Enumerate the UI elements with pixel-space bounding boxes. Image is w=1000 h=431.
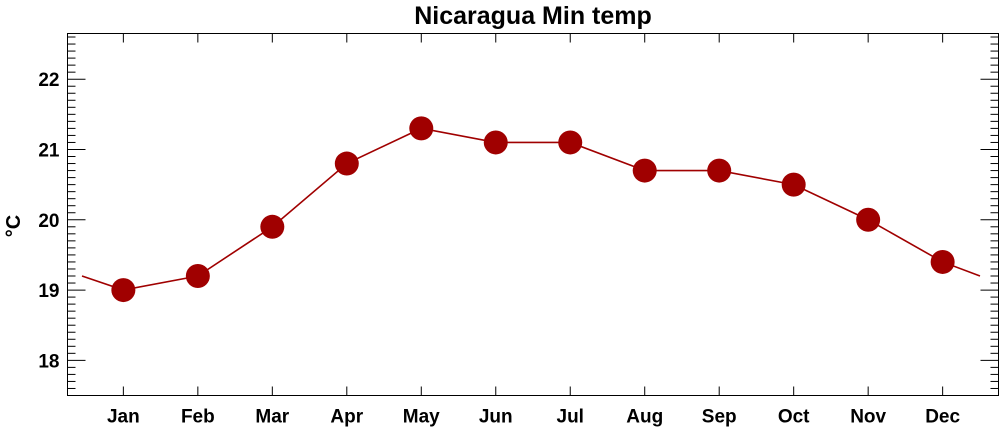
x-tick-label-jan: Jan (107, 407, 140, 428)
data-point-oct (781, 172, 806, 197)
data-point-aug (632, 158, 657, 183)
x-tick-label-sep: Sep (702, 407, 737, 428)
y-tick-label-20: 20 (38, 211, 59, 232)
x-tick-label-jun: Jun (479, 407, 513, 428)
series-min-temp (81, 116, 981, 303)
data-point-may (409, 116, 434, 141)
x-tick-label-nov: Nov (850, 407, 886, 428)
y-tick-label-21: 21 (38, 140, 60, 161)
data-point-sep (707, 158, 732, 183)
data-point-apr (334, 151, 359, 176)
x-tick-label-apr: Apr (330, 407, 363, 428)
data-point-jun (483, 130, 508, 155)
data-point-jan (111, 278, 136, 303)
x-tick-label-feb: Feb (181, 407, 215, 428)
y-axis-label: °C (3, 215, 25, 237)
axis-ticks (67, 33, 999, 396)
x-tick-label-dec: Dec (925, 407, 960, 428)
x-tick-label-mar: Mar (255, 407, 289, 428)
data-point-mar (260, 214, 285, 239)
x-tick-label-oct: Oct (778, 407, 810, 428)
chart-title: Nicaragua Min temp (414, 2, 652, 30)
x-tick-label-aug: Aug (626, 407, 663, 428)
y-tick-label-19: 19 (38, 281, 59, 302)
data-point-feb (185, 264, 210, 289)
x-tick-label-jul: Jul (557, 407, 584, 428)
series-line (81, 127, 981, 291)
plot-frame (67, 33, 999, 396)
x-tick-label-may: May (403, 407, 440, 428)
data-point-jul (558, 130, 583, 155)
x-tick-labels: Jan Feb Mar Apr May Jun Jul Aug Sep Oct Nov Dec (107, 407, 961, 428)
data-point-dec (930, 249, 955, 274)
y-tick-label-22: 22 (38, 70, 59, 91)
y-tick-label-18: 18 (38, 351, 59, 372)
y-tick-labels: 18 19 20 21 22 (38, 70, 60, 372)
data-point-nov (856, 207, 881, 232)
